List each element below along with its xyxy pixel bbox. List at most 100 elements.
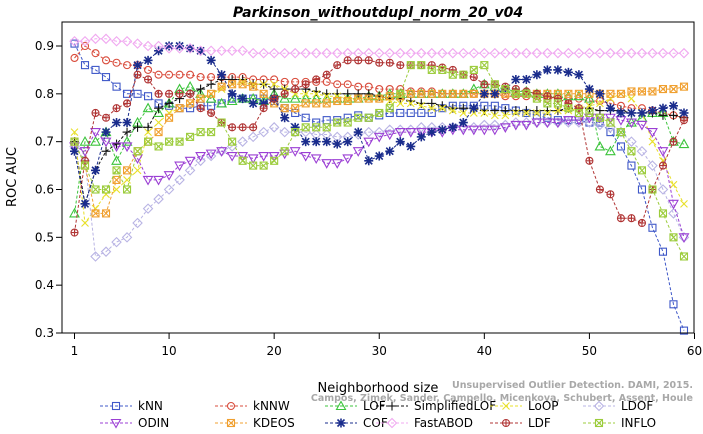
x-tick-label: 40	[477, 344, 492, 358]
data-point	[543, 92, 552, 101]
legend-label: kNNW	[253, 399, 290, 413]
data-point	[605, 47, 616, 59]
data-point	[279, 47, 290, 59]
data-point	[657, 47, 669, 59]
data-point	[342, 154, 354, 165]
data-point	[280, 113, 290, 123]
data-point	[583, 92, 595, 103]
data-point	[238, 80, 247, 89]
data-point	[164, 41, 174, 51]
data-point	[647, 128, 658, 138]
series-fastabod	[69, 33, 690, 59]
data-point	[668, 110, 678, 120]
data-point	[343, 80, 352, 89]
data-point	[249, 82, 258, 91]
data-point	[585, 101, 594, 110]
data-point	[122, 61, 132, 70]
data-point	[196, 94, 205, 103]
data-point	[679, 116, 689, 125]
legend: kNN kNNW LOF SimplifiedLOF LoOP LDOF ODIN KDEOS…	[100, 399, 656, 430]
data-point	[375, 94, 384, 103]
data-point	[100, 137, 112, 148]
data-point	[637, 87, 647, 96]
data-point	[154, 118, 163, 127]
data-point	[289, 92, 301, 103]
data-point	[142, 102, 154, 113]
data-point	[458, 118, 468, 128]
data-point	[375, 58, 384, 67]
data-point	[396, 61, 405, 70]
data-point	[300, 47, 311, 59]
data-point	[101, 73, 111, 82]
data-point	[100, 33, 112, 45]
data-point	[405, 47, 417, 59]
data-point	[626, 136, 637, 147]
data-point	[353, 127, 363, 137]
data-point	[133, 147, 142, 156]
data-point	[70, 137, 79, 146]
data-point	[458, 103, 468, 113]
data-point	[142, 175, 154, 186]
data-point	[616, 128, 625, 137]
data-point	[163, 43, 175, 54]
data-point	[301, 137, 311, 147]
data-point	[469, 65, 478, 74]
data-point	[79, 35, 91, 47]
data-point	[373, 47, 385, 59]
legend-item-odin: ODIN	[100, 416, 169, 430]
data-point	[427, 98, 437, 108]
data-point	[594, 119, 606, 131]
data-point	[385, 108, 394, 118]
data-point	[300, 151, 312, 162]
data-point	[563, 47, 574, 59]
data-point	[415, 128, 427, 138]
data-point	[280, 89, 289, 98]
data-point	[543, 109, 552, 117]
data-point	[648, 223, 657, 232]
data-point	[459, 109, 468, 117]
data-point	[322, 99, 331, 108]
data-point	[427, 104, 436, 113]
data-point	[416, 132, 426, 142]
data-point	[121, 136, 133, 146]
data-point	[80, 199, 90, 209]
data-point	[583, 113, 595, 124]
data-point	[301, 89, 310, 98]
data-point	[153, 193, 164, 205]
data-point	[237, 136, 248, 147]
data-point	[175, 137, 184, 146]
data-point	[354, 56, 363, 65]
data-point	[636, 145, 648, 157]
data-point	[142, 203, 154, 214]
data-point	[343, 56, 352, 65]
data-point	[522, 109, 531, 117]
data-point	[343, 113, 352, 122]
x-tick-label: 50	[582, 344, 597, 358]
data-point	[90, 136, 101, 146]
data-point	[122, 89, 132, 98]
data-point	[122, 99, 132, 108]
data-point	[238, 94, 248, 104]
legend-item-ldf: LDF	[490, 416, 551, 430]
data-point	[511, 74, 521, 84]
data-point	[80, 61, 90, 70]
data-point	[406, 141, 416, 151]
data-point	[122, 166, 132, 175]
data-point	[279, 92, 291, 103]
data-point	[291, 128, 300, 137]
data-point	[101, 209, 111, 218]
data-point	[427, 108, 436, 118]
data-point	[195, 151, 207, 162]
data-point	[679, 108, 689, 118]
legend-label: LDF	[528, 416, 551, 430]
data-point	[279, 126, 290, 138]
data-point	[195, 155, 206, 167]
data-point	[175, 89, 184, 98]
chart-title: Parkinson_withoutdupl_norm_20_v04	[233, 5, 523, 21]
data-point	[501, 85, 510, 94]
data-point	[679, 82, 689, 91]
data-point	[133, 89, 142, 98]
data-point	[626, 118, 637, 129]
data-point	[563, 117, 574, 128]
